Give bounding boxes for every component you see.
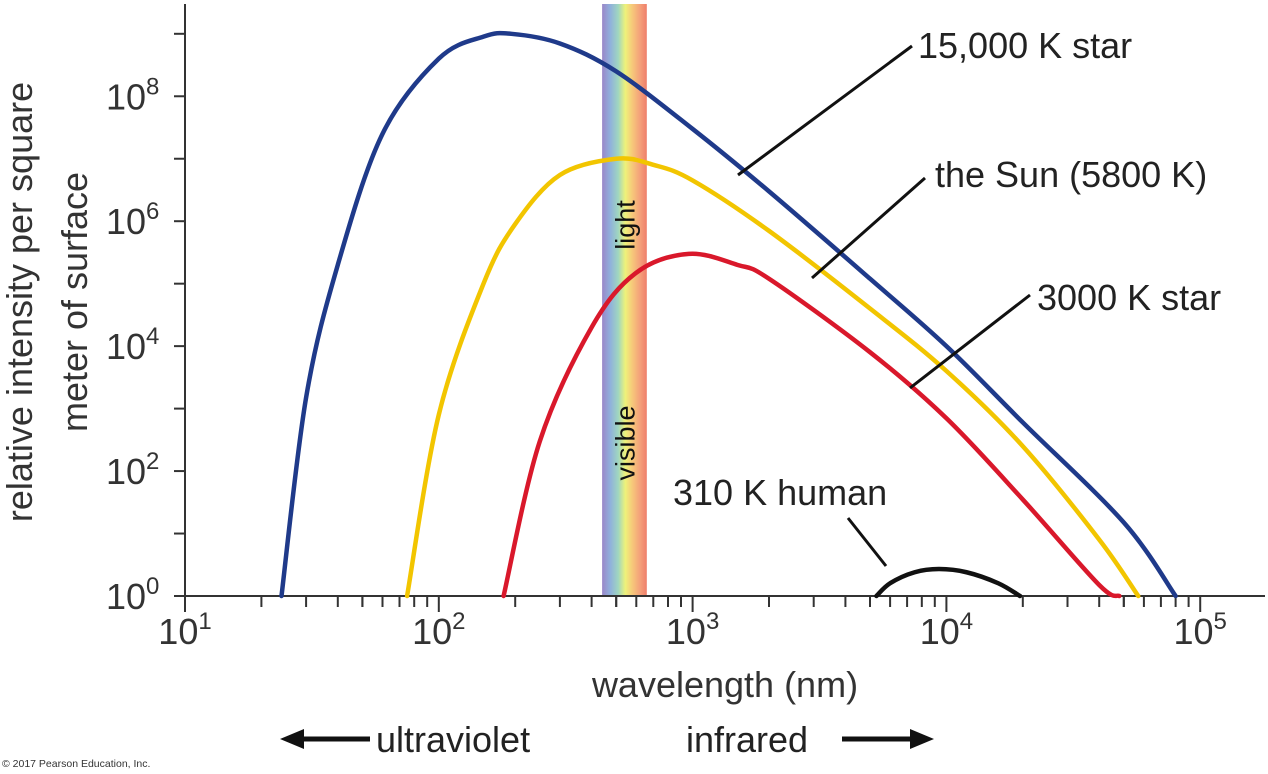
series-line-2	[501, 251, 1122, 599]
y-axis-title-line1: relative intensity per square	[0, 82, 40, 522]
y-ticks: 100 102 104 106 108	[106, 32, 185, 617]
copyright-credit: © 2017 Pearson Education, Inc.	[2, 758, 151, 770]
visible-band-label-visible: visible	[610, 405, 640, 480]
y-tick-label: 108	[106, 73, 159, 117]
y-axis-title-line2: meter of surface	[54, 172, 95, 432]
y-tick-label: 104	[106, 323, 159, 367]
curves	[279, 30, 1178, 599]
x-tick-label: 104	[920, 608, 973, 652]
x-axis-title: wavelength (nm)	[591, 664, 858, 705]
x-tick-label: 102	[412, 608, 465, 652]
x-tick-label: 101	[158, 608, 211, 652]
y-tick-label: 106	[106, 198, 159, 242]
series-line-0	[279, 30, 1178, 599]
label-sun: the Sun (5800 K)	[935, 154, 1207, 195]
series-line-3	[874, 566, 1023, 599]
label-15000k-star: 15,000 K star	[918, 25, 1132, 66]
infrared-arrow	[842, 729, 934, 749]
series-line-1	[404, 156, 1141, 599]
label-310k-human: 310 K human	[673, 472, 887, 513]
leader-line-3000k	[909, 293, 1031, 390]
leader-line-human	[846, 517, 888, 567]
y-tick-label: 100	[106, 573, 159, 617]
x-tick-label: 105	[1174, 608, 1227, 652]
x-tick-label: 103	[666, 608, 719, 652]
x-ticks: 101 102 103 104 105	[158, 596, 1227, 652]
ultraviolet-label: ultraviolet	[376, 719, 530, 760]
ultraviolet-arrow	[280, 729, 370, 749]
infrared-label: infrared	[686, 719, 808, 760]
label-3000k-star: 3000 K star	[1037, 277, 1221, 318]
leader-lines	[737, 44, 1031, 567]
leader-line-15000k	[737, 44, 913, 177]
leader-line-sun	[811, 176, 926, 280]
y-tick-label: 102	[106, 448, 159, 492]
visible-band-label-light: light	[610, 200, 640, 250]
